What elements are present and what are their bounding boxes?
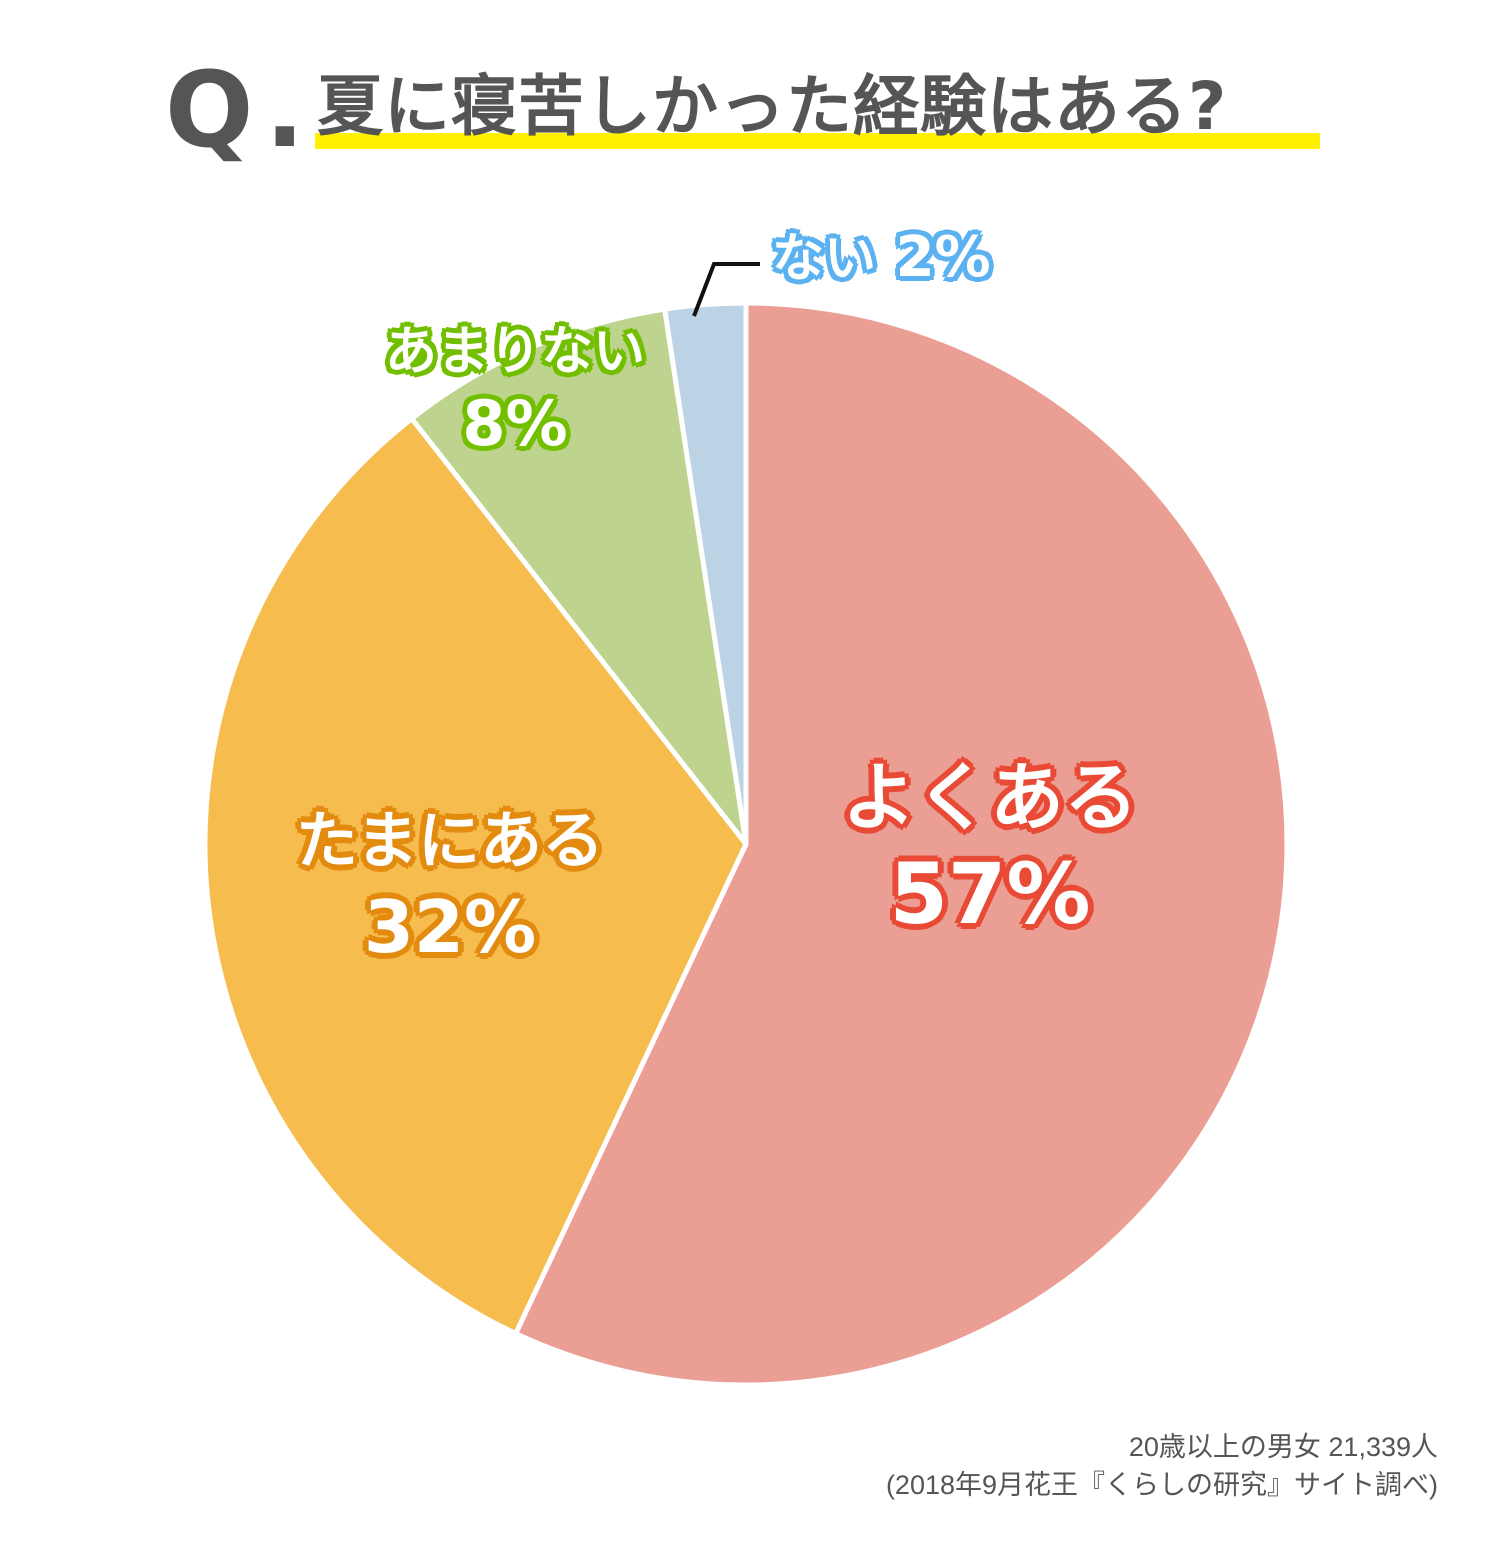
- slice-label-sometimes: たまにある 32%: [255, 800, 645, 972]
- slice-label-never: ない 2%: [772, 225, 1032, 292]
- slice-label-name: あまりない: [384, 322, 645, 382]
- source-citation: (2018年9月花王『くらしの研究』サイト調べ): [885, 1470, 1438, 1500]
- slice-label-value: 57%: [889, 845, 1091, 943]
- pie-slice-3: [662, 300, 749, 847]
- pie-slice-0: [513, 300, 1290, 1388]
- slice-label-name: ない: [772, 229, 877, 289]
- source-sample: 20歳以上の男女 21,339人: [1128, 1432, 1438, 1462]
- source-note: 20歳以上の男女 21,339人 (2018年9月花王『くらしの研究』サイト調べ…: [886, 1428, 1438, 1504]
- question-mark-q: Q: [165, 49, 253, 171]
- slice-label-value: 2%: [895, 225, 991, 290]
- title-highlight: [315, 133, 1320, 149]
- chart-title: Q . 夏に寝苦しかった経験はある?: [165, 55, 1325, 165]
- pie-slices: [202, 300, 1290, 1388]
- slice-label-rarely: あまりない 8%: [355, 318, 675, 462]
- pie-slice-2: [409, 306, 749, 847]
- leader-line: [692, 262, 760, 317]
- title-text: 夏に寝苦しかった経験はある?: [317, 68, 1228, 145]
- question-mark-dot: .: [265, 49, 305, 171]
- pie-slice-1: [202, 416, 749, 1337]
- slice-label-value: 8%: [462, 387, 568, 460]
- slice-label-often: よくある 57%: [810, 752, 1170, 944]
- slice-label-name: たまにある: [295, 804, 605, 877]
- slice-label-name: よくある: [842, 755, 1138, 841]
- slice-label-value: 32%: [363, 885, 537, 969]
